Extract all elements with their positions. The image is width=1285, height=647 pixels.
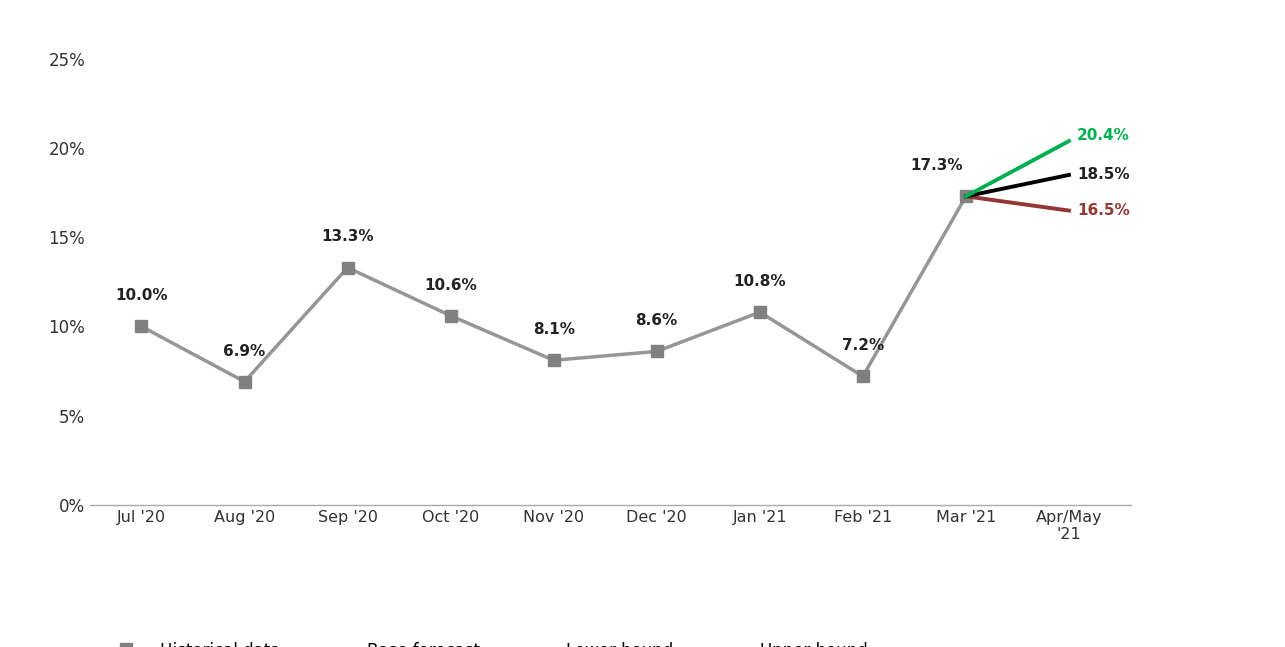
Text: 17.3%: 17.3% <box>911 158 964 173</box>
Line: Base forecast: Base forecast <box>966 175 1069 196</box>
Historical data <box>236 378 252 386</box>
Upper bound <box>959 192 974 200</box>
Lower bound <box>959 192 974 200</box>
Legend: Historical data, Base forecast, Lower bound, Upper bound: Historical data, Base forecast, Lower bo… <box>96 635 875 647</box>
Line: Lower bound: Lower bound <box>966 196 1069 210</box>
Text: 10.8%: 10.8% <box>734 274 786 289</box>
Historical data <box>855 373 870 380</box>
Text: 20.4%: 20.4% <box>1077 128 1130 143</box>
Historical data <box>339 264 355 272</box>
Text: 8.1%: 8.1% <box>533 322 574 337</box>
Historical data <box>959 192 974 200</box>
Text: 7.2%: 7.2% <box>842 338 884 353</box>
Text: 10.6%: 10.6% <box>424 278 477 292</box>
Text: 18.5%: 18.5% <box>1077 168 1130 182</box>
Historical data <box>443 312 459 320</box>
Text: 8.6%: 8.6% <box>636 313 678 328</box>
Base forecast <box>959 192 974 200</box>
Text: 13.3%: 13.3% <box>321 230 374 245</box>
Lower bound <box>1061 206 1077 214</box>
Line: Upper bound: Upper bound <box>966 141 1069 196</box>
Base forecast <box>1061 171 1077 179</box>
Text: 16.5%: 16.5% <box>1077 203 1130 218</box>
Upper bound <box>1061 137 1077 145</box>
Text: 10.0%: 10.0% <box>116 289 168 303</box>
Historical data <box>752 308 767 316</box>
Historical data <box>649 347 664 355</box>
Historical data <box>546 356 562 364</box>
Text: 6.9%: 6.9% <box>224 344 266 358</box>
Line: Historical data: Historical data <box>136 191 971 388</box>
Historical data <box>134 323 149 331</box>
